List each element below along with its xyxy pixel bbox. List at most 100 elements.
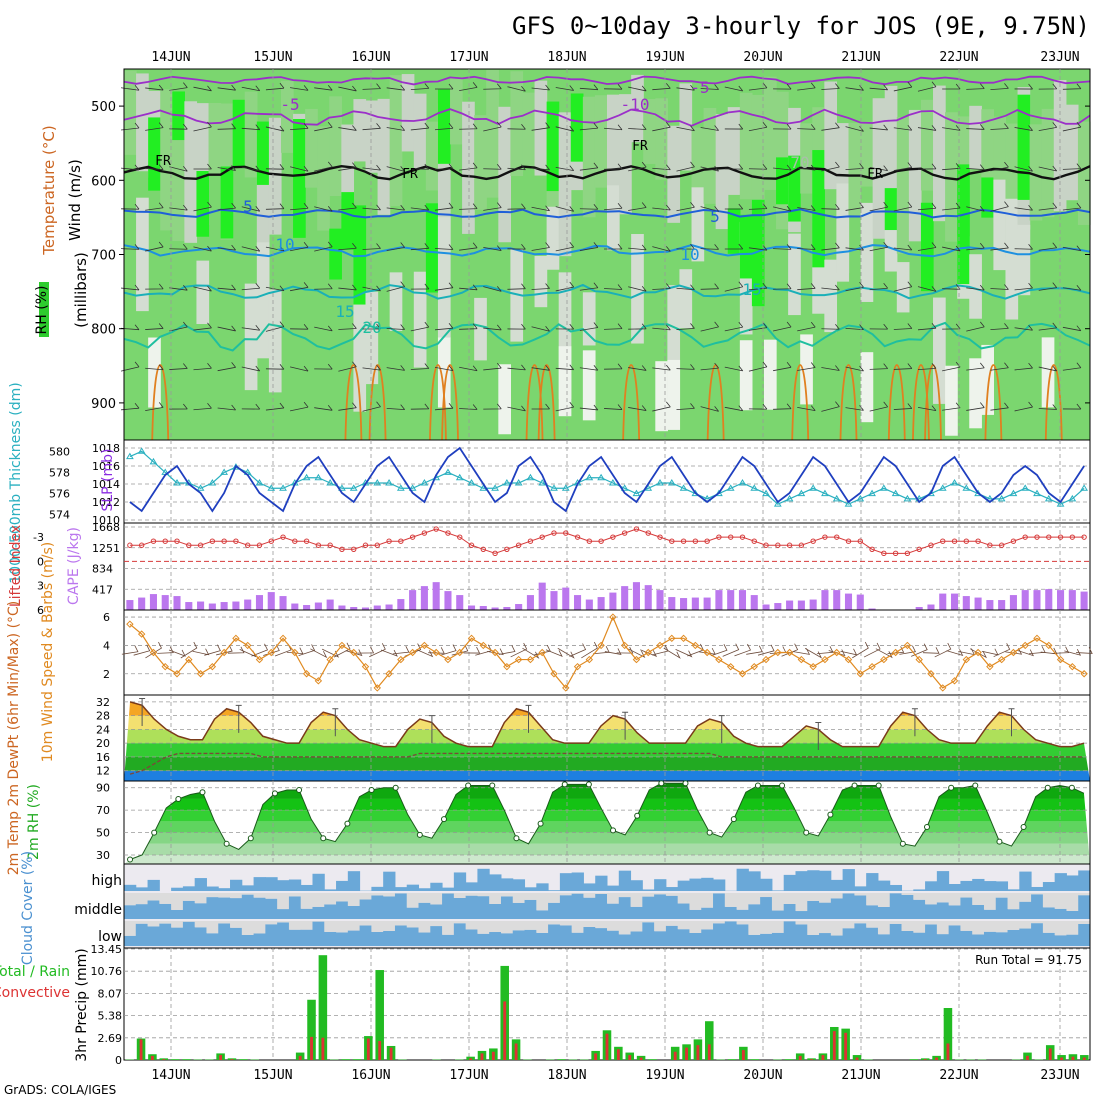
li-point xyxy=(822,534,828,540)
precip-conv-bar xyxy=(162,1059,166,1060)
rh-shade-cell xyxy=(232,99,246,167)
cloud-bar xyxy=(559,873,573,891)
wind-speed-point xyxy=(420,641,429,650)
cloud-gap xyxy=(418,921,431,933)
rh-point xyxy=(610,827,617,834)
wind-barb xyxy=(966,164,985,171)
li-point xyxy=(940,538,946,544)
cloud-bar xyxy=(630,906,643,919)
rh-tick-label: 70 xyxy=(96,804,110,817)
cape-bar xyxy=(456,595,464,610)
wind-barb xyxy=(483,403,502,410)
precip-conv-bar xyxy=(855,1057,859,1060)
precip-conv-bar xyxy=(139,1039,143,1060)
thickness-tick-label: 574 xyxy=(49,509,70,522)
wind-barb xyxy=(917,163,937,170)
cloud-gap xyxy=(265,893,278,899)
wind-speed-point xyxy=(785,648,794,657)
precip-conv-bar xyxy=(298,1055,302,1060)
wind-barb xyxy=(265,285,285,292)
thickness-point xyxy=(444,468,452,475)
contour-label: -5 xyxy=(280,95,299,114)
cloud-bar xyxy=(194,903,207,919)
cloud-gap xyxy=(500,921,514,934)
cloud-bar xyxy=(842,928,855,946)
precip-tick-label: 8.07 xyxy=(98,987,123,1000)
cloud-gap xyxy=(135,893,149,905)
li-point xyxy=(563,530,569,536)
date-label-top: 18JUN xyxy=(547,50,586,65)
rh-shade-cell xyxy=(1005,198,1019,320)
wind-barb xyxy=(439,644,457,656)
wind-barb xyxy=(180,641,198,659)
cloud-bar xyxy=(983,881,997,891)
wind-speed-point xyxy=(880,655,888,664)
cloud-gap xyxy=(830,893,844,899)
rh-shade-cell xyxy=(920,99,934,191)
li-point xyxy=(386,538,392,544)
wind-barb xyxy=(724,405,744,412)
wind-barb xyxy=(700,125,719,131)
temp-tick-label: 32 xyxy=(96,696,110,709)
rh-shade-cell xyxy=(558,346,572,417)
cape-bar xyxy=(797,600,805,610)
date-axes: 14JUN 14JUN 15JUN 15JUN 16JUN 16JUN 17JUN 17JUN… xyxy=(151,50,1079,1083)
wind-barb xyxy=(522,647,540,659)
wind-barb xyxy=(700,84,719,90)
wind-barb xyxy=(463,646,481,654)
precip-conv-bar xyxy=(594,1053,598,1060)
rh-shade-cell xyxy=(788,233,801,316)
cloud-bar xyxy=(1031,894,1044,919)
wind-speed-point xyxy=(302,670,311,678)
thickness-tick-label: 578 xyxy=(49,466,70,479)
cape-bar xyxy=(691,597,699,610)
cloud-gap xyxy=(430,893,443,905)
cape-bar xyxy=(809,599,817,610)
cloud-gap xyxy=(571,893,584,894)
wind-barb xyxy=(911,643,928,657)
cloud-bar xyxy=(171,887,184,891)
wind-barb xyxy=(369,643,386,658)
thickness-point xyxy=(1009,489,1018,497)
cloud-bar xyxy=(972,934,985,946)
cape-bar xyxy=(962,596,970,610)
wind-barb xyxy=(510,642,528,658)
slp-frame xyxy=(123,439,1091,524)
wind-barb xyxy=(338,402,357,411)
rh-shade-cell xyxy=(667,359,681,430)
temp-contour-20 xyxy=(123,321,1091,352)
li-point xyxy=(751,538,757,544)
wind-barb xyxy=(676,161,695,172)
wind-speed-point xyxy=(491,648,499,657)
precip-conv-bar xyxy=(810,1059,813,1060)
cloud-bar xyxy=(771,910,785,919)
rh-shade-cell xyxy=(763,339,777,410)
thickness-point xyxy=(809,484,818,491)
wind-barb xyxy=(434,202,454,211)
li-point xyxy=(987,542,993,548)
precip-conv-bar xyxy=(230,1059,234,1060)
wind-barb xyxy=(362,401,381,412)
li-tick-label: 0 xyxy=(37,555,44,568)
li-point xyxy=(1081,534,1087,540)
temp-contour-minus5 xyxy=(123,108,1091,127)
wind-barb xyxy=(459,365,478,372)
wind-barb xyxy=(265,203,285,210)
wind-barb xyxy=(410,163,430,170)
wind-barb xyxy=(168,649,186,657)
cape-bar xyxy=(950,593,959,610)
pressure-tick-label: 500 xyxy=(91,100,116,115)
wind-speed-point xyxy=(385,670,393,678)
wind-barb xyxy=(724,163,744,170)
rh-point xyxy=(972,782,979,789)
temp-contour-5 xyxy=(123,208,1091,219)
thickness-point xyxy=(561,484,570,491)
cloud-gap xyxy=(135,921,149,924)
rh-point xyxy=(875,782,882,789)
rh-point xyxy=(223,840,230,847)
wind-speed-point xyxy=(691,641,700,650)
temp-contour-25 xyxy=(839,364,858,441)
rh-point xyxy=(440,816,447,823)
cloud-gap xyxy=(147,893,160,901)
wind-barb xyxy=(459,242,478,251)
